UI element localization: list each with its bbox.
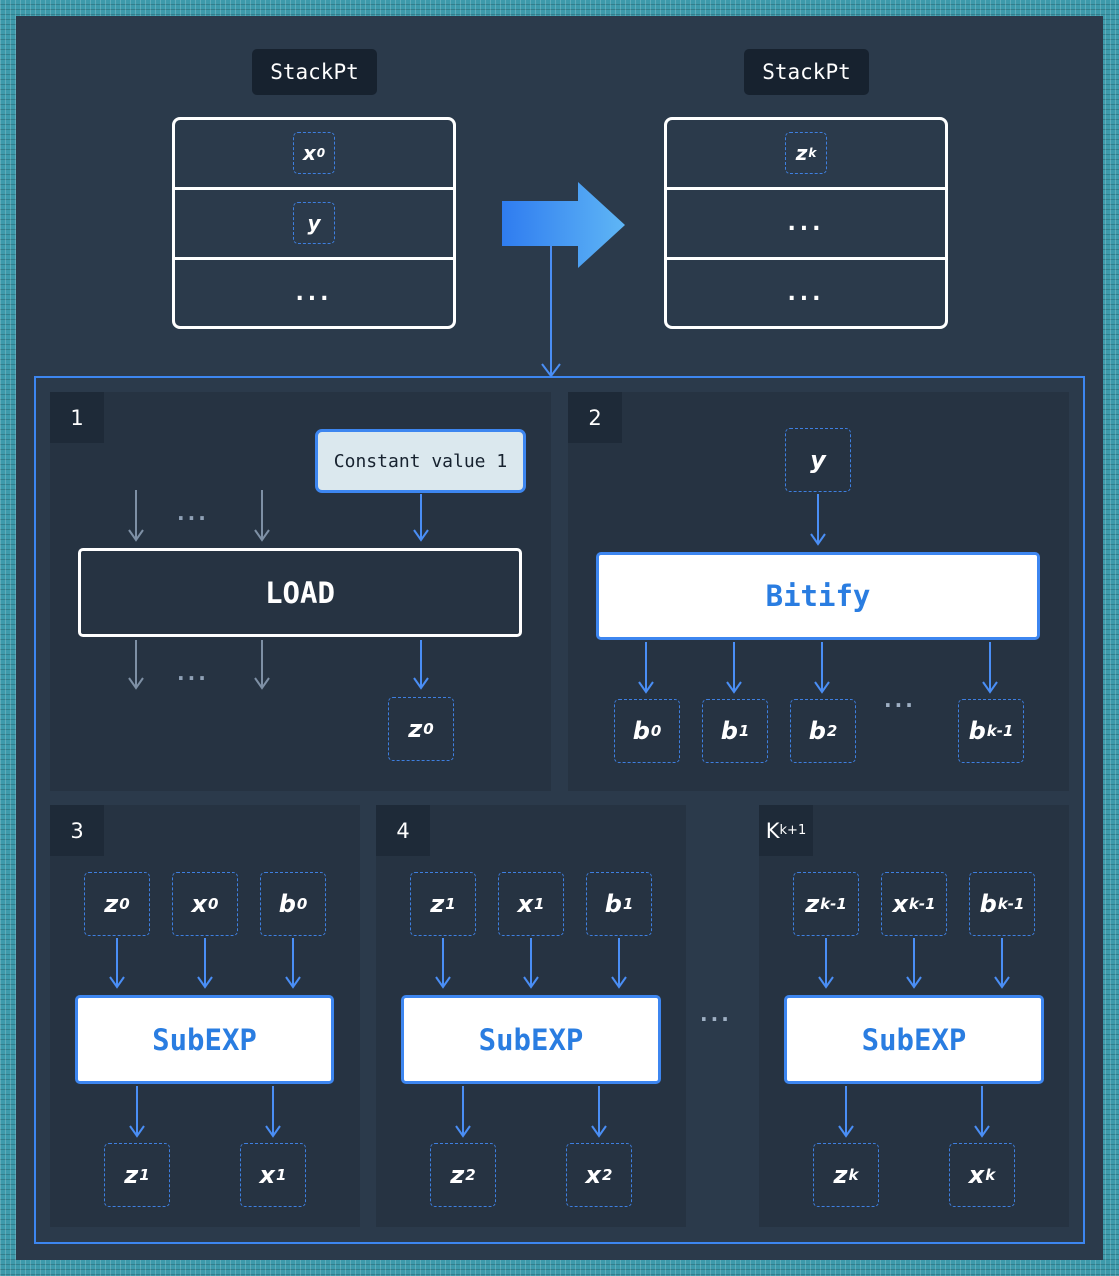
ellipsis: ... <box>700 1002 732 1026</box>
panel-number: 1 <box>50 392 104 443</box>
stack-cell-ellipsis: ... <box>787 210 825 236</box>
stack-divider <box>667 257 945 260</box>
subexp-op: SubEXP <box>784 995 1044 1084</box>
ellipsis: ... <box>177 501 209 525</box>
var-bk-1: b k-1 <box>969 872 1035 936</box>
var-y: y <box>785 428 851 492</box>
panel-number: 4 <box>376 805 430 856</box>
stack-label-right: StackPt <box>744 49 869 95</box>
panel-number: 3 <box>50 805 104 856</box>
stack-divider <box>175 257 453 260</box>
stack-divider <box>175 187 453 190</box>
stack-label-left: StackPt <box>252 49 377 95</box>
panel-number-base: K <box>765 818 780 843</box>
ellipsis: ... <box>177 661 209 685</box>
load-op: LOAD <box>78 548 522 637</box>
stack-divider <box>667 187 945 190</box>
stack-cell-y: y <box>293 202 335 244</box>
var-xk-1: x k-1 <box>881 872 947 936</box>
bitify-op: Bitify <box>596 552 1040 640</box>
stack-cell-ellipsis: ... <box>787 280 825 306</box>
constant-value-box: Constant value 1 <box>315 429 526 493</box>
subexp-op: SubEXP <box>401 995 661 1084</box>
var-zk-1: z k-1 <box>793 872 859 936</box>
var-bk-1: b k-1 <box>958 699 1024 763</box>
stack-cell-ellipsis: ... <box>295 280 333 306</box>
panel-number: 2 <box>568 392 622 443</box>
ellipsis: ... <box>884 688 916 712</box>
subexp-op: SubEXP <box>75 995 334 1084</box>
panel-number-sub: k+1 <box>779 823 807 838</box>
